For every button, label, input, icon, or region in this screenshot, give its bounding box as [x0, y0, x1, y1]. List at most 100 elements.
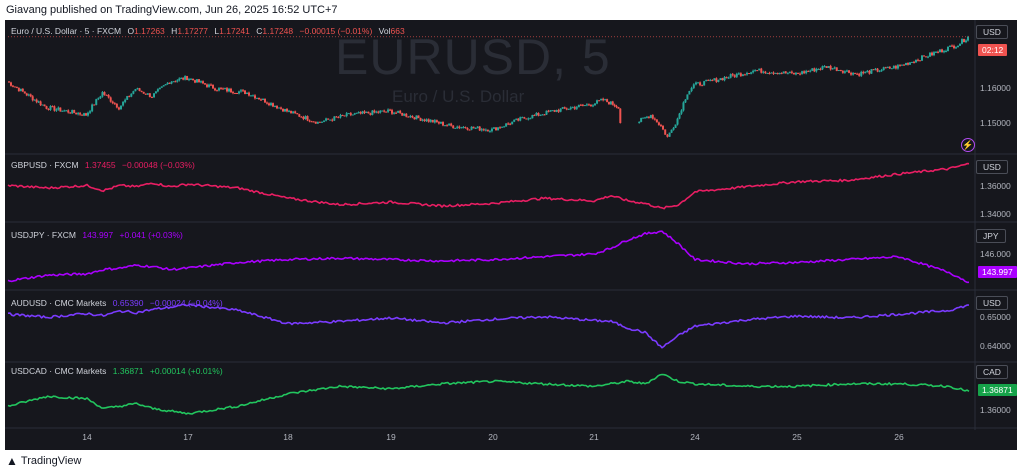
- candle-body: [533, 115, 536, 117]
- candle-body: [238, 91, 240, 94]
- candle-body: [890, 68, 893, 70]
- y-tick: 1.34000: [980, 209, 1011, 219]
- candle-body: [385, 111, 388, 113]
- candle-body: [703, 81, 706, 86]
- candle-body: [575, 107, 578, 109]
- candle-body: [85, 113, 88, 116]
- candle-body: [594, 103, 596, 106]
- candle-body: [756, 70, 759, 72]
- candle-body: [31, 96, 34, 101]
- usdjpy-currency-button[interactable]: JPY: [976, 229, 1006, 243]
- candle-body: [913, 61, 915, 63]
- audusd-currency-button[interactable]: USD: [976, 296, 1008, 310]
- candle-body: [79, 113, 82, 115]
- candle-body: [17, 87, 20, 92]
- candle-body: [684, 99, 687, 103]
- candle-body: [801, 71, 804, 75]
- candle-body: [647, 116, 650, 118]
- audusd-change: −0.00024 (−0.04%): [149, 298, 223, 308]
- candle-body: [507, 123, 510, 125]
- candle-body: [501, 126, 504, 128]
- x-tick: 17: [183, 432, 193, 442]
- candle-body: [493, 127, 495, 129]
- candle-body: [807, 70, 810, 72]
- candle-body: [381, 110, 384, 112]
- candle-body: [103, 92, 106, 95]
- candle-body: [476, 126, 479, 128]
- candle-body: [668, 132, 671, 137]
- candle-body: [947, 46, 949, 51]
- candle-body: [606, 99, 609, 102]
- candle-body: [569, 107, 572, 109]
- candle-body: [466, 128, 469, 130]
- candle-body: [478, 126, 481, 131]
- candle-body: [797, 72, 799, 74]
- candle-body: [196, 79, 198, 83]
- x-tick: 20: [488, 432, 498, 442]
- usdcad-price-tag: 1.36871: [978, 384, 1017, 396]
- candle-body: [642, 117, 645, 119]
- candle-body: [596, 100, 599, 104]
- lightning-alert-icon[interactable]: ⚡: [961, 138, 975, 152]
- candle-body: [150, 97, 153, 99]
- candle-body: [699, 82, 702, 86]
- candle-body: [367, 111, 370, 114]
- candle-body: [208, 84, 210, 87]
- candle-body: [407, 116, 410, 118]
- usdcad-change: +0.00014 (+0.01%): [149, 366, 223, 376]
- candle-body: [130, 93, 133, 97]
- candle-body: [583, 105, 586, 107]
- candle-body: [581, 104, 584, 106]
- candle-body: [53, 106, 56, 111]
- candle-body: [521, 117, 524, 119]
- eurusd-symbol-label: Euro / U.S. Dollar · 5 · FXCM: [11, 26, 122, 36]
- candle-body: [254, 95, 256, 99]
- candle-body: [109, 97, 112, 102]
- candle-body: [602, 98, 605, 101]
- candle-body: [218, 88, 220, 91]
- candle-body: [676, 118, 679, 125]
- candle-body: [551, 110, 554, 112]
- eurusd-currency-button[interactable]: USD: [976, 25, 1008, 39]
- candle-body: [870, 69, 873, 74]
- candle-body: [886, 66, 889, 68]
- candle-body: [333, 116, 336, 121]
- gbpusd-change: −0.00048 (−0.03%): [122, 160, 195, 170]
- candle-body: [365, 111, 368, 113]
- candle-body: [486, 129, 489, 132]
- candle-body: [383, 110, 386, 112]
- series-line-audusd: [7, 303, 970, 349]
- x-tick: 14: [82, 432, 92, 442]
- candle-body: [310, 121, 313, 123]
- candle-body: [274, 106, 276, 108]
- candle-body: [13, 86, 16, 88]
- candle-body: [766, 73, 769, 75]
- candle-body: [935, 51, 937, 53]
- candle-body: [194, 80, 196, 83]
- candle-body: [39, 101, 42, 106]
- ohlc-close: 1.17248: [262, 26, 294, 36]
- candle-body: [955, 47, 957, 49]
- audusd-last: 0.65390: [112, 298, 144, 308]
- candle-body: [472, 126, 475, 129]
- candle-body: [35, 99, 38, 103]
- candle-body: [880, 70, 883, 72]
- candle-body: [670, 129, 673, 133]
- candle-body: [87, 112, 89, 116]
- gbpusd-currency-button[interactable]: USD: [976, 160, 1008, 174]
- candle-body: [262, 98, 264, 100]
- candle-body: [69, 112, 72, 114]
- multi-pane-chart[interactable]: [5, 20, 1017, 450]
- candle-body: [83, 113, 86, 116]
- candle-body: [460, 127, 463, 129]
- candle-body: [206, 84, 208, 87]
- candle-body: [126, 96, 129, 100]
- candle-body: [707, 79, 710, 81]
- candle-body: [61, 110, 64, 112]
- usdcad-currency-button[interactable]: CAD: [976, 365, 1008, 379]
- audusd-legend: AUDUSD · CMC Markets 0.65390 −0.00024 (−…: [11, 298, 227, 308]
- candle-body: [874, 68, 877, 70]
- candle-body: [29, 94, 32, 97]
- ohlc-change: −0.00015 (−0.01%): [299, 26, 373, 36]
- candle-body: [409, 115, 412, 117]
